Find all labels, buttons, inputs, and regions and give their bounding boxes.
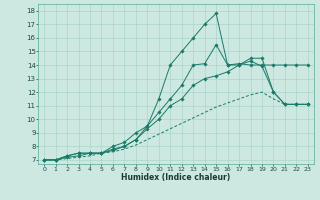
X-axis label: Humidex (Indice chaleur): Humidex (Indice chaleur) [121, 173, 231, 182]
